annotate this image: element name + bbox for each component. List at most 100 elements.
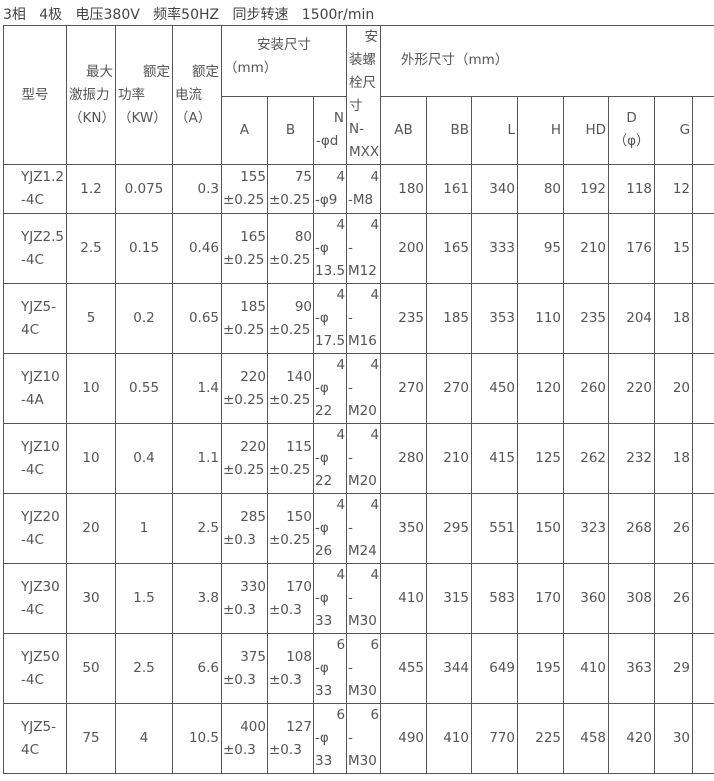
cell-outline-d: 220 [608, 353, 656, 424]
cell-outline-l: 353 [471, 283, 519, 354]
cell-bolt-n-mxx-line: 4 [370, 217, 380, 233]
cell-model-line: -4A [21, 391, 44, 408]
cell-install-b-line: 75 [294, 169, 312, 185]
cell-outline-extra [692, 164, 714, 214]
cell-hole-n-phid: 4 -φ 13.5 [312, 213, 348, 284]
cell-outline-hd: 323 [563, 493, 610, 564]
cell-hole-n-phid-line: -φ [315, 730, 329, 746]
table-row: YJZ1.2 -4C 1.2 0.075 0.3 155 ±0.25 75 ±0.25 4 -φ9 4… [3, 164, 714, 214]
cell-install-b-line: 80 [294, 228, 312, 245]
cell-rated-power: 0.4 [115, 423, 173, 494]
cell-model-line: YJZ1.2 [21, 169, 64, 185]
cell-install-a-line: ±0.3 [223, 601, 256, 618]
header-max-force: 最大 激振力 （KN） [66, 25, 116, 165]
cell-hole-n-phid-line: 33 [315, 683, 333, 699]
cell-install-a: 285 ±0.3 [221, 493, 268, 564]
cell-outline-hd: 260 [563, 353, 610, 424]
cell-rated-power: 4 [115, 703, 173, 774]
cell-install-b: 170 ±0.3 [267, 563, 314, 634]
cell-outline-l: 333 [471, 213, 519, 284]
cell-install-a-line: 330 [240, 578, 266, 595]
header-outline-col-l: L [471, 95, 519, 165]
table-row: YJZ2.5 -4C 2.5 0.15 0.46 165 ±0.25 80 ±0.25 4 -φ 13… [3, 213, 714, 284]
cell-max-force: 10 [66, 353, 116, 424]
cell-install-a-line: ±0.3 [223, 671, 256, 688]
cell-outline-l: 415 [471, 423, 519, 494]
cell-outline-hd: 360 [563, 563, 610, 634]
cell-install-a-line: 220 [240, 438, 266, 455]
cell-rated-power: 2.5 [115, 633, 173, 704]
cell-model: YJZ1.2 -4C [3, 164, 67, 214]
cell-outline-d: 363 [608, 633, 656, 704]
cell-bolt-n-mxx: 4 - M20 [346, 423, 382, 494]
cell-hole-n-phid-line: 33 [315, 753, 333, 769]
cell-max-force: 10 [66, 423, 116, 494]
header-sub-line: N [333, 110, 345, 127]
cell-bolt-n-mxx-line: M12 [348, 263, 377, 279]
cell-install-a: 400 ±0.3 [221, 703, 268, 774]
cell-install-b-line: 140 [286, 368, 312, 385]
cell-install-a-line: 185 [240, 298, 266, 315]
cell-outline-l: 551 [471, 493, 519, 564]
cell-outline-g: 18 [654, 423, 694, 494]
cell-rated-power: 1 [115, 493, 173, 564]
cell-model-line: 4C [21, 741, 40, 758]
header-max-force-line: （KN） [69, 109, 115, 126]
header-rated-current-line: （A） [175, 109, 212, 126]
cell-outline-g: 12 [654, 164, 694, 214]
cell-install-b: 150 ±0.25 [267, 493, 314, 564]
cell-outline-ab: 455 [380, 633, 428, 704]
cell-install-b: 140 ±0.25 [267, 353, 314, 424]
header-rated-power-line: 功率 [118, 86, 145, 103]
cell-hole-n-phid-line: -φ [315, 310, 329, 326]
cell-hole-n-phid-line: 33 [315, 613, 333, 629]
cell-outline-g: 15 [654, 213, 694, 284]
cell-outline-ab: 180 [380, 164, 428, 214]
cell-hole-n-phid-line: 17.5 [315, 333, 346, 349]
cell-install-b: 75 ±0.25 [267, 164, 314, 214]
cell-rated-current: 3.8 [172, 563, 222, 634]
cell-rated-power: 0.55 [115, 353, 173, 424]
cell-bolt-n-mxx-line: M20 [348, 403, 377, 419]
cell-hole-n-phid-line: -φ [315, 660, 329, 676]
cell-outline-ab: 200 [380, 213, 428, 284]
table-row: YJZ10 -4C 10 0.4 1.1 220 ±0.25 115 ±0.25 4 -φ 22 4- M… [3, 423, 714, 494]
header-install-nd: N -φd [312, 95, 348, 165]
cell-rated-current: 1.1 [172, 423, 222, 494]
cell-install-a-line: ±0.25 [223, 321, 265, 338]
table-row: YJZ30 -4C 30 1.5 3.8 330 ±0.3 170 ±0.3 4 -φ 33 4- M30… [3, 563, 714, 634]
cell-outline-d: 176 [608, 213, 656, 284]
cell-bolt-n-mxx-line: M16 [348, 333, 377, 349]
cell-hole-n-phid: 6 -φ 33 [312, 633, 348, 704]
cell-install-b-line: ±0.3 [269, 741, 302, 758]
cell-outline-hd: 410 [563, 633, 610, 704]
cell-bolt-n-mxx-line: M30 [348, 683, 377, 699]
header-bolt-size-line: 寸 [349, 98, 363, 114]
cell-hole-n-phid-line: -φ [315, 520, 329, 536]
cell-install-a: 165 ±0.25 [221, 213, 268, 284]
cell-outline-h: 95 [517, 213, 565, 284]
cell-rated-current: 1.4 [172, 353, 222, 424]
header-install-a: A [221, 95, 268, 165]
cell-model-line: -4C [21, 601, 44, 618]
cell-hole-n-phid: 4 -φ 17.5 [312, 283, 348, 354]
cell-hole-n-phid-line: 4 [336, 427, 346, 443]
header-rated-power-line: 额定 [143, 63, 170, 80]
header-model: 型号 [3, 25, 67, 165]
cell-outline-h: 170 [517, 563, 565, 634]
cell-model: YJZ10 -4A [3, 353, 67, 424]
cell-install-b: 80 ±0.25 [267, 213, 314, 284]
cell-bolt-n-mxx-line: - [348, 730, 353, 746]
cell-hole-n-phid-line: 26 [315, 543, 333, 559]
cell-outline-h: 195 [517, 633, 565, 704]
cell-outline-extra [692, 423, 714, 494]
header-rated-current-line: 额定 [192, 63, 219, 80]
cell-bolt-n-mxx-line: 6 [370, 707, 380, 723]
cell-outline-extra [692, 563, 714, 634]
cell-model-line: YJZ20 [21, 508, 60, 525]
cell-outline-d: 118 [608, 164, 656, 214]
cell-rated-current: 0.3 [172, 164, 222, 214]
cell-outline-bb: 210 [426, 423, 473, 494]
spec-caption: 3相 4极 电压380V 频率50HZ 同步转速 1500r/min [3, 7, 375, 23]
cell-model: YJZ10 -4C [3, 423, 67, 494]
